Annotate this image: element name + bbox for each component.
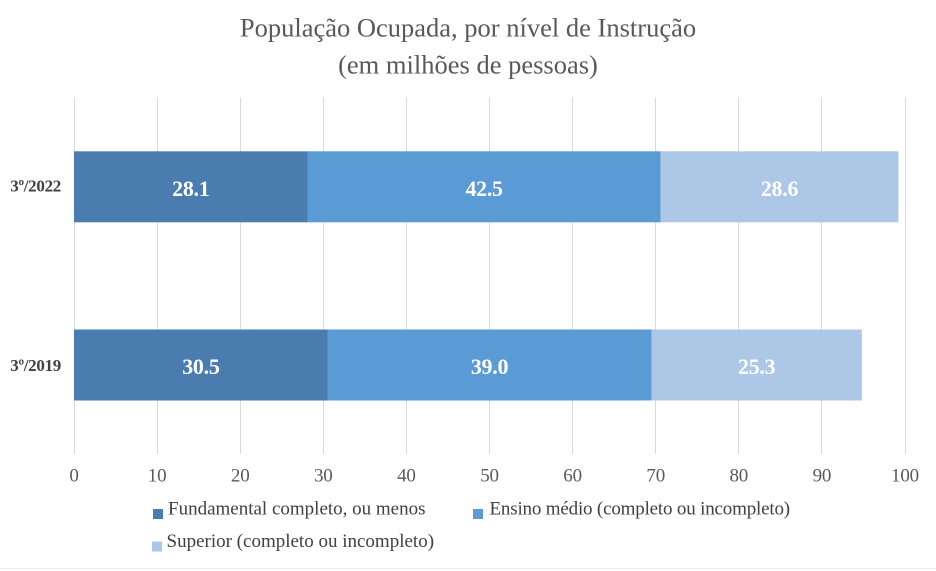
- svg-text:25.3: 25.3: [738, 354, 776, 379]
- svg-text:0: 0: [69, 466, 78, 487]
- svg-text:3º/2022: 3º/2022: [10, 177, 61, 196]
- svg-text:10: 10: [148, 466, 167, 487]
- svg-text:28.1: 28.1: [172, 176, 209, 201]
- svg-text:População Ocupada, por nível d: População Ocupada, por nível de Instruçã…: [240, 13, 696, 43]
- svg-text:28.6: 28.6: [761, 176, 799, 201]
- svg-text:42.5: 42.5: [465, 176, 503, 201]
- svg-text:30.5: 30.5: [182, 354, 220, 379]
- svg-text:70: 70: [646, 466, 665, 487]
- svg-text:39.0: 39.0: [471, 354, 509, 379]
- svg-text:20: 20: [231, 466, 250, 487]
- svg-text:40: 40: [397, 466, 416, 487]
- svg-text:90: 90: [813, 466, 832, 487]
- svg-text:100: 100: [891, 466, 919, 487]
- svg-text:80: 80: [729, 466, 748, 487]
- svg-text:Fundamental completo, ou menos: Fundamental completo, ou menos: [168, 499, 426, 520]
- svg-text:50: 50: [480, 466, 499, 487]
- svg-text:(em milhões de pessoas): (em milhões de pessoas): [338, 50, 598, 80]
- svg-text:Ensino médio (completo ou inco: Ensino médio (completo ou incompleto): [490, 499, 790, 520]
- svg-text:60: 60: [563, 466, 582, 487]
- svg-text:30: 30: [314, 466, 333, 487]
- svg-text:Superior (completo ou incomple: Superior (completo ou incompleto): [167, 531, 435, 552]
- svg-text:3º/2019: 3º/2019: [10, 356, 61, 375]
